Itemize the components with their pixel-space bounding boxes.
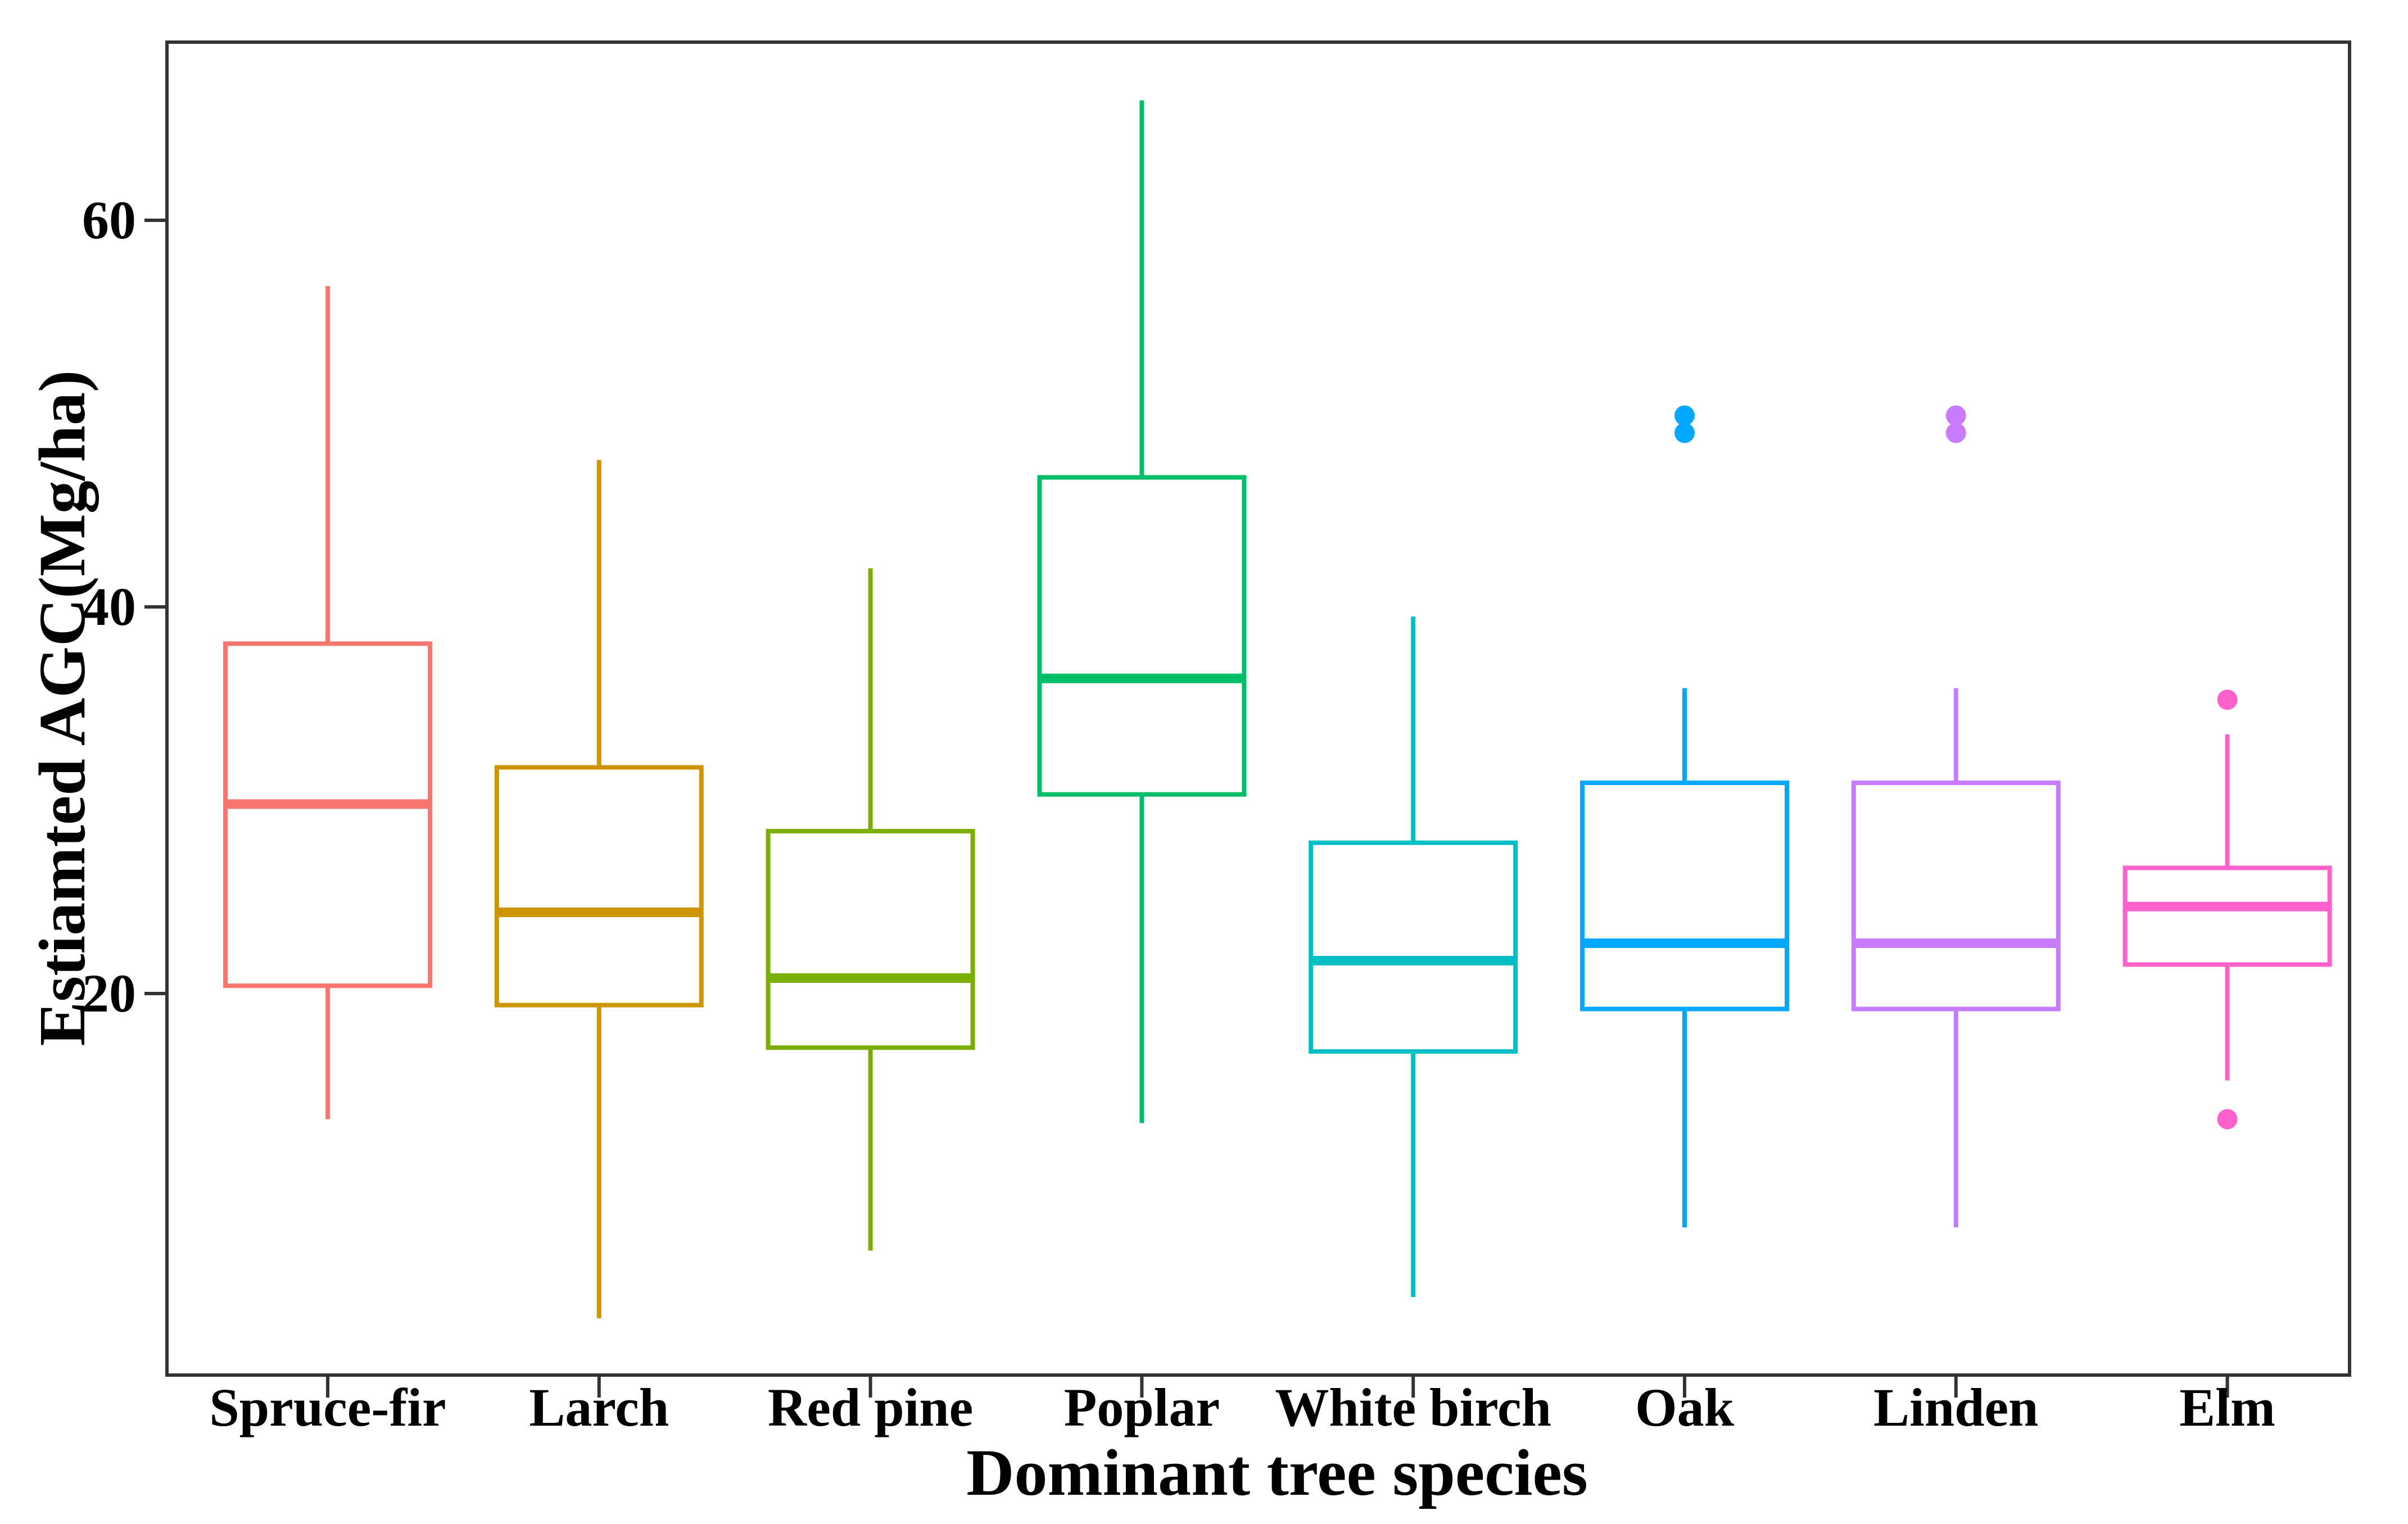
iqr-box <box>766 829 975 1050</box>
x-tick-label: Larch <box>529 1377 669 1437</box>
box-linden <box>1851 405 2061 1228</box>
y-axis: 20 40 60 <box>82 190 167 1023</box>
box-elm <box>2122 690 2332 1130</box>
x-axis: Spruce-fir Larch Red pine Poplar White birch… <box>209 1375 2275 1437</box>
x-tick-label: Oak <box>1635 1377 1735 1437</box>
box-spruce-fir <box>223 285 432 1119</box>
box-white-birch <box>1309 616 1518 1298</box>
box-poplar <box>1037 100 1247 1123</box>
x-tick-label: Elm <box>2179 1377 2275 1437</box>
iqr-box <box>1851 781 2061 1012</box>
outlier-point <box>1945 423 1966 443</box>
outlier-point <box>2217 690 2238 710</box>
outlier-point <box>2217 1109 2238 1130</box>
box-red-pine <box>766 568 975 1251</box>
y-axis-title: Estiamted AGC(Mg/ha) <box>25 370 99 1046</box>
outlier-point <box>1674 423 1695 443</box>
x-tick-label: Red pine <box>768 1377 973 1437</box>
x-tick-label: Spruce-fir <box>209 1377 446 1437</box>
y-tick-label: 40 <box>82 577 136 637</box>
plot-panel <box>165 40 2351 1377</box>
iqr-box <box>1037 475 1247 797</box>
box-oak <box>1580 405 1789 1228</box>
iqr-box <box>494 765 704 1008</box>
box-larch <box>494 460 704 1318</box>
iqr-box <box>2122 865 2332 967</box>
x-tick-label: Poplar <box>1064 1377 1220 1437</box>
x-axis-title: Dominant tree species <box>966 1436 1588 1509</box>
x-tick-label: White birch <box>1275 1377 1551 1437</box>
iqr-box <box>223 641 432 988</box>
x-tick-label: Linden <box>1873 1377 2038 1437</box>
y-tick-label: 60 <box>82 190 136 250</box>
outlier-point <box>1945 405 1966 426</box>
iqr-box <box>1580 781 1789 1012</box>
y-tick-label: 20 <box>82 963 136 1023</box>
boxes <box>223 100 2332 1318</box>
outlier-point <box>1674 405 1695 426</box>
iqr-box <box>1309 840 1518 1054</box>
